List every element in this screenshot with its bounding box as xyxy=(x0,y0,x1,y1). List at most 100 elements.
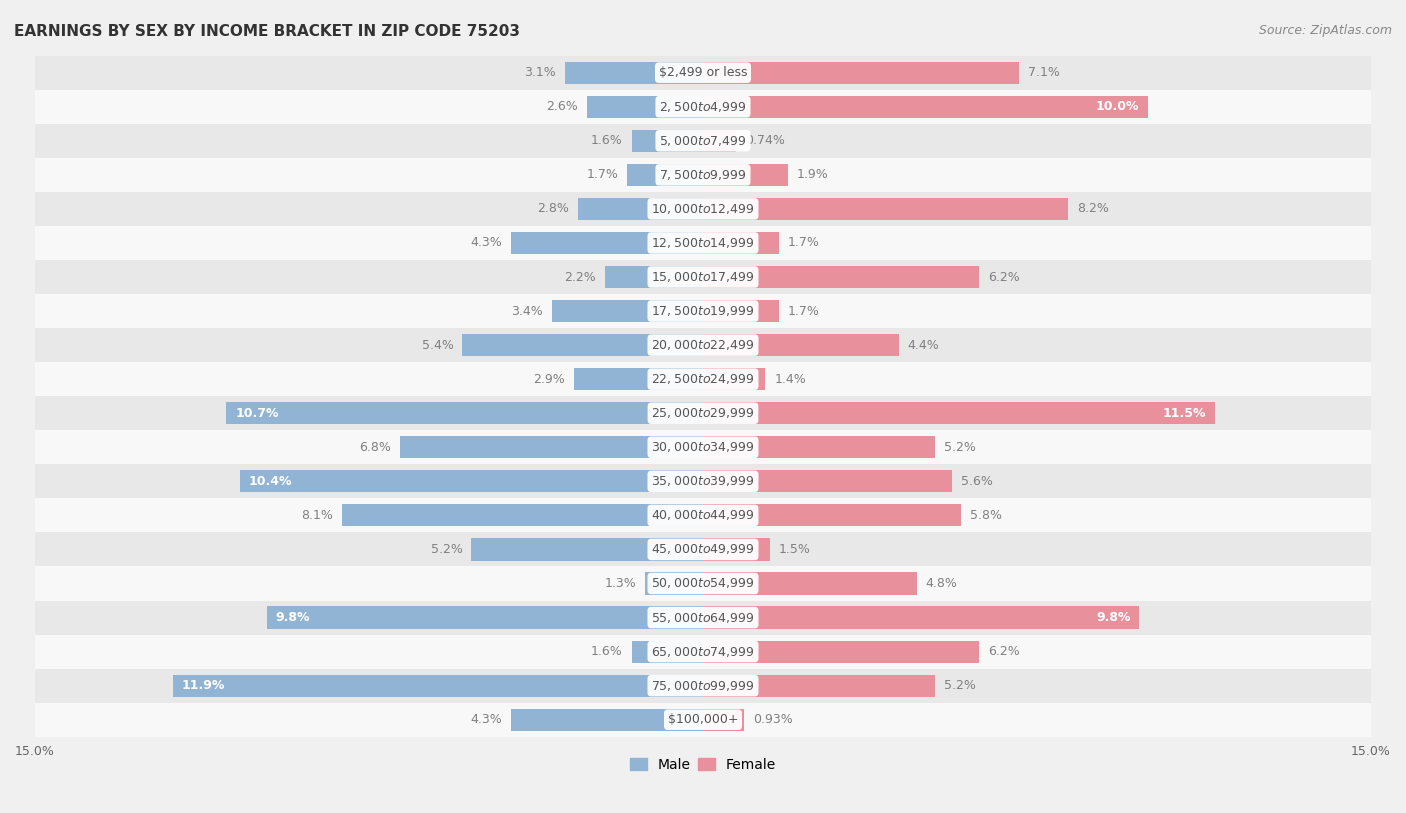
Text: 5.2%: 5.2% xyxy=(943,441,976,454)
Text: 4.3%: 4.3% xyxy=(471,237,502,250)
Bar xyxy=(703,232,779,254)
Bar xyxy=(173,675,703,697)
Bar xyxy=(35,430,1371,464)
Text: 1.7%: 1.7% xyxy=(586,168,619,181)
Text: 0.74%: 0.74% xyxy=(745,134,785,147)
Text: $25,000 to $29,999: $25,000 to $29,999 xyxy=(651,406,755,420)
Text: 11.9%: 11.9% xyxy=(181,679,225,692)
Text: 10.4%: 10.4% xyxy=(249,475,292,488)
Text: 9.8%: 9.8% xyxy=(276,611,309,624)
Bar xyxy=(703,606,1139,628)
Text: 7.1%: 7.1% xyxy=(1028,66,1060,79)
Bar xyxy=(471,538,703,560)
Bar xyxy=(512,709,703,731)
Legend: Male, Female: Male, Female xyxy=(624,752,782,777)
Bar xyxy=(35,260,1371,294)
Bar xyxy=(35,55,1371,89)
Text: 11.5%: 11.5% xyxy=(1163,406,1206,420)
Text: $7,500 to $9,999: $7,500 to $9,999 xyxy=(659,167,747,182)
Text: 1.3%: 1.3% xyxy=(605,577,636,590)
Bar xyxy=(627,163,703,186)
Bar xyxy=(35,533,1371,567)
Bar xyxy=(35,89,1371,124)
Bar xyxy=(574,368,703,390)
Text: 2.6%: 2.6% xyxy=(547,100,578,113)
Text: $20,000 to $22,499: $20,000 to $22,499 xyxy=(651,338,755,352)
Bar xyxy=(35,498,1371,533)
Text: 5.6%: 5.6% xyxy=(962,475,993,488)
Text: $55,000 to $64,999: $55,000 to $64,999 xyxy=(651,611,755,624)
Text: Source: ZipAtlas.com: Source: ZipAtlas.com xyxy=(1258,24,1392,37)
Bar xyxy=(401,437,703,459)
Text: $22,500 to $24,999: $22,500 to $24,999 xyxy=(651,372,755,386)
Text: 5.2%: 5.2% xyxy=(430,543,463,556)
Text: 2.9%: 2.9% xyxy=(533,372,565,385)
Bar xyxy=(35,294,1371,328)
Text: 6.2%: 6.2% xyxy=(988,271,1019,284)
Bar xyxy=(703,62,1019,84)
Bar xyxy=(35,567,1371,601)
Text: $30,000 to $34,999: $30,000 to $34,999 xyxy=(651,441,755,454)
Text: $35,000 to $39,999: $35,000 to $39,999 xyxy=(651,474,755,489)
Bar xyxy=(35,396,1371,430)
Bar xyxy=(703,334,898,356)
Bar xyxy=(703,675,935,697)
Bar xyxy=(35,226,1371,260)
Text: 5.4%: 5.4% xyxy=(422,338,454,351)
Bar xyxy=(35,702,1371,737)
Text: 6.8%: 6.8% xyxy=(360,441,391,454)
Text: $50,000 to $54,999: $50,000 to $54,999 xyxy=(651,576,755,590)
Text: 1.9%: 1.9% xyxy=(797,168,828,181)
Bar xyxy=(512,232,703,254)
Bar xyxy=(35,158,1371,192)
Bar xyxy=(35,601,1371,635)
Text: 8.2%: 8.2% xyxy=(1077,202,1109,215)
Text: $15,000 to $17,499: $15,000 to $17,499 xyxy=(651,270,755,284)
Bar xyxy=(35,362,1371,396)
Text: 3.4%: 3.4% xyxy=(510,305,543,318)
Bar xyxy=(703,300,779,322)
Text: $2,499 or less: $2,499 or less xyxy=(659,66,747,79)
Text: 1.7%: 1.7% xyxy=(787,237,820,250)
Bar xyxy=(703,266,979,288)
Text: $2,500 to $4,999: $2,500 to $4,999 xyxy=(659,100,747,114)
Text: $100,000+: $100,000+ xyxy=(668,713,738,726)
Bar xyxy=(267,606,703,628)
Text: 5.8%: 5.8% xyxy=(970,509,1002,522)
Bar xyxy=(342,504,703,527)
Bar xyxy=(703,198,1069,220)
Text: $17,500 to $19,999: $17,500 to $19,999 xyxy=(651,304,755,318)
Bar xyxy=(35,635,1371,668)
Text: 9.8%: 9.8% xyxy=(1097,611,1130,624)
Text: 8.1%: 8.1% xyxy=(301,509,333,522)
Text: $45,000 to $49,999: $45,000 to $49,999 xyxy=(651,542,755,556)
Text: 10.0%: 10.0% xyxy=(1095,100,1139,113)
Text: EARNINGS BY SEX BY INCOME BRACKET IN ZIP CODE 75203: EARNINGS BY SEX BY INCOME BRACKET IN ZIP… xyxy=(14,24,520,39)
Bar xyxy=(703,402,1215,424)
Text: $12,500 to $14,999: $12,500 to $14,999 xyxy=(651,236,755,250)
Text: 1.4%: 1.4% xyxy=(775,372,806,385)
Bar xyxy=(35,192,1371,226)
Bar xyxy=(703,368,765,390)
Bar xyxy=(703,130,735,152)
Text: 5.2%: 5.2% xyxy=(943,679,976,692)
Bar xyxy=(703,641,979,663)
Text: 4.3%: 4.3% xyxy=(471,713,502,726)
Bar xyxy=(703,709,744,731)
Bar xyxy=(645,572,703,594)
Text: 10.7%: 10.7% xyxy=(235,406,278,420)
Bar xyxy=(703,572,917,594)
Bar xyxy=(631,130,703,152)
Bar xyxy=(703,96,1149,118)
Text: 1.6%: 1.6% xyxy=(591,645,623,658)
Text: 1.5%: 1.5% xyxy=(779,543,811,556)
Text: 1.7%: 1.7% xyxy=(787,305,820,318)
Bar xyxy=(551,300,703,322)
Text: 4.4%: 4.4% xyxy=(908,338,939,351)
Text: 0.93%: 0.93% xyxy=(754,713,793,726)
Text: $75,000 to $99,999: $75,000 to $99,999 xyxy=(651,679,755,693)
Text: $5,000 to $7,499: $5,000 to $7,499 xyxy=(659,134,747,148)
Text: 6.2%: 6.2% xyxy=(988,645,1019,658)
Bar xyxy=(35,124,1371,158)
Bar xyxy=(588,96,703,118)
